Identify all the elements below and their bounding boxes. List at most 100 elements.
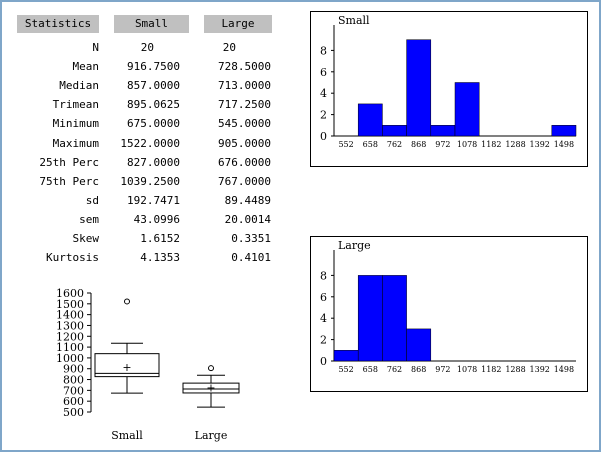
stat-label: N <box>92 41 99 54</box>
stat-value-large: 728.5000 <box>218 60 271 73</box>
y-tick-label: 0 <box>320 355 327 368</box>
stat-value-small: 675.0000 <box>127 117 180 130</box>
histogram-large: 0 2 4 6 8 552 658 762 868 972 1078 1182 1288 1392 1498… <box>310 236 588 392</box>
x-tick-label: 972 <box>435 365 450 374</box>
y-tick-label: 6 <box>320 66 327 79</box>
stat-value-large: 676.0000 <box>218 156 271 169</box>
header-statistics: Statistics <box>17 15 99 33</box>
box <box>94 353 160 378</box>
stat-value-small: 4.1353 <box>140 251 180 264</box>
y-tick-label: 1200 <box>56 330 84 343</box>
stat-value-large: 717.2500 <box>218 98 271 111</box>
stat-value-small: 43.0996 <box>133 213 180 226</box>
y-tick-label: 600 <box>63 395 84 408</box>
y-tick-label: 8 <box>320 269 327 282</box>
stat-label: 75th Perc <box>39 175 99 188</box>
x-tick-label: 1392 <box>530 140 550 149</box>
histogram-bar <box>382 125 407 137</box>
y-tick-label: 4 <box>320 312 327 325</box>
stat-value-large: 89.4489 <box>224 194 271 207</box>
outlier-point <box>208 365 214 372</box>
y-tick-label: 800 <box>63 374 84 387</box>
x-category-label: Large <box>195 429 228 442</box>
stat-value-small: 1039.2500 <box>120 175 180 188</box>
chart-title: Large <box>338 239 371 252</box>
stat-label: Median <box>59 79 99 92</box>
stat-value-small: 895.0625 <box>127 98 180 111</box>
histogram-bar <box>357 275 383 362</box>
chart-frame <box>310 11 588 167</box>
x-tick-label: 1078 <box>457 140 477 149</box>
mean-marker: + <box>206 381 215 394</box>
y-tick-label: 1500 <box>56 298 84 311</box>
y-tick-label: 1000 <box>56 352 84 365</box>
stat-label: Kurtosis <box>46 251 99 264</box>
histogram-bar <box>551 125 577 137</box>
x-tick-label: 658 <box>363 140 378 149</box>
x-tick-label: 1498 <box>554 140 574 149</box>
stat-label: Minimum <box>52 117 99 130</box>
chart-title: Small <box>338 14 370 27</box>
x-tick-label: 762 <box>387 140 402 149</box>
x-category-label: Small <box>111 429 143 442</box>
stat-label: Maximum <box>52 137 99 150</box>
stat-value-large: 905.0000 <box>218 137 271 150</box>
x-tick-label: 868 <box>411 365 426 374</box>
header-large: Large <box>204 15 272 33</box>
boxplot-chart: 5006007008009001000110012001300140015001… <box>56 287 240 442</box>
stat-value-small: 192.7471 <box>127 194 180 207</box>
stat-value-large: 545.0000 <box>218 117 271 130</box>
y-tick-label: 4 <box>320 87 327 100</box>
y-tick-label: 2 <box>320 334 327 347</box>
stat-label: Skew <box>72 232 100 245</box>
x-tick-label: 762 <box>387 365 402 374</box>
stat-value-large: 713.0000 <box>218 79 271 92</box>
x-tick-label: 552 <box>338 140 353 149</box>
histogram-bar <box>454 82 480 137</box>
stat-value-large: 0.3351 <box>231 232 271 245</box>
stat-value-small: 20 <box>140 41 154 54</box>
x-tick-label: 868 <box>411 140 426 149</box>
x-tick-label: 1078 <box>457 365 477 374</box>
stat-value-small: 1.6152 <box>140 232 180 245</box>
mean-marker: + <box>122 361 131 374</box>
y-tick-label: 500 <box>63 406 84 419</box>
stat-value-large: 0.4101 <box>231 251 271 264</box>
y-tick-label: 6 <box>320 291 327 304</box>
x-tick-label: 1392 <box>530 365 550 374</box>
y-tick-label: 900 <box>63 363 84 376</box>
chart-frame <box>310 236 588 392</box>
stat-value-large: 20.0014 <box>224 213 271 226</box>
x-tick-label: 658 <box>363 365 378 374</box>
y-tick-label: 1100 <box>56 341 84 354</box>
y-tick-label: 1400 <box>56 309 84 322</box>
y-tick-label: 1300 <box>56 319 84 332</box>
outlier-point <box>124 298 130 305</box>
stat-label: Mean <box>72 60 100 73</box>
histogram-bar <box>406 328 432 362</box>
stat-value-large: 20 <box>222 41 236 54</box>
x-tick-label: 1288 <box>505 365 525 374</box>
y-tick-label: 8 <box>320 44 327 57</box>
stat-label: sd <box>85 194 99 207</box>
x-tick-label: 1182 <box>481 140 501 149</box>
x-tick-label: 1182 <box>481 365 501 374</box>
y-tick-label: 2 <box>320 109 327 122</box>
histogram-bar <box>406 39 432 137</box>
stat-value-small: 857.0000 <box>127 79 180 92</box>
stat-label: 25th Perc <box>39 156 99 169</box>
histogram-small: 0 2 4 6 8 552 658 762 868 972 1078 1182 1288 1392 1498… <box>310 11 588 167</box>
histogram-bar <box>430 125 456 137</box>
stat-value-small: 827.0000 <box>127 156 180 169</box>
histogram-bar <box>333 350 359 362</box>
y-tick-label: 1600 <box>56 287 84 300</box>
x-tick-label: 972 <box>435 140 450 149</box>
header-small: Small <box>114 15 189 33</box>
y-tick-label: 0 <box>320 130 327 143</box>
stat-label: sem <box>79 213 99 226</box>
x-tick-label: 552 <box>338 365 353 374</box>
stat-value-small: 1522.0000 <box>120 137 180 150</box>
stat-label: Trimean <box>52 98 99 111</box>
x-tick-label: 1498 <box>554 365 574 374</box>
histogram-bar <box>382 275 407 362</box>
